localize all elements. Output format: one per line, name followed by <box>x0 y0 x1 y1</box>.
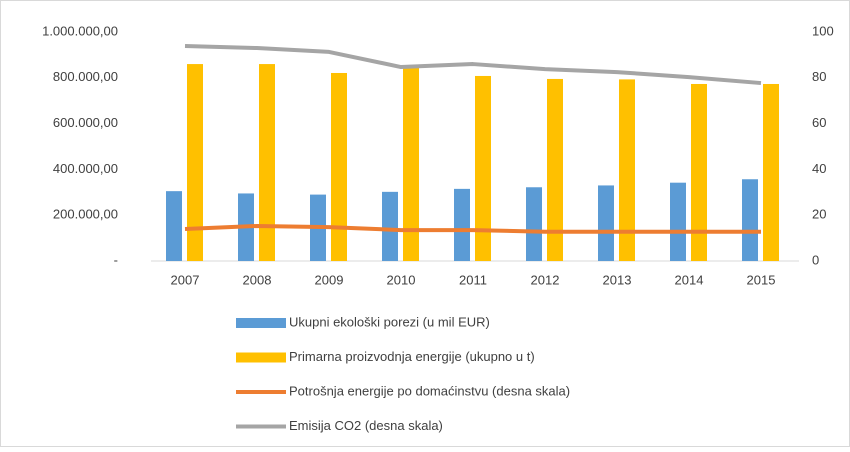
x-tick-label: 2007 <box>171 272 200 287</box>
y-tick-label: 1.000.000,00 <box>42 23 118 38</box>
bar <box>382 191 398 261</box>
bar <box>670 182 686 261</box>
x-tick-label: 2009 <box>315 272 344 287</box>
line-series <box>184 223 761 234</box>
bar <box>187 64 203 261</box>
legend-label: Potrošnja energije po domaćinstvu (desna… <box>289 383 570 398</box>
y-tick-label: 400.000,00 <box>53 161 118 176</box>
y2-tick-label: 40 <box>812 161 826 176</box>
bar <box>403 67 419 261</box>
x-tick-label: 2010 <box>387 272 416 287</box>
bar <box>331 72 347 261</box>
legend-swatch <box>236 352 286 363</box>
bar <box>259 64 275 261</box>
x-tick-label: 2008 <box>243 272 272 287</box>
y-tick-label: 600.000,00 <box>53 115 118 130</box>
bar <box>763 83 779 261</box>
bar <box>691 83 707 261</box>
legend-label: Primarna proizvodnja energije (ukupno u … <box>289 349 535 364</box>
x-tick-label: 2014 <box>675 272 704 287</box>
y-tick-label: 800.000,00 <box>53 69 118 84</box>
y-tick-label: - <box>114 252 118 267</box>
x-tick-label: 2015 <box>747 272 776 287</box>
x-tick-label: 2013 <box>603 272 632 287</box>
legend-label: Emisija CO2 (desna skala) <box>289 418 443 433</box>
bar <box>598 185 614 261</box>
line-series <box>184 43 762 86</box>
bar <box>166 191 182 261</box>
legend-swatch <box>236 318 286 328</box>
bar <box>526 187 542 261</box>
bar <box>454 188 470 261</box>
y2-tick-label: 0 <box>812 252 819 267</box>
y2-tick-label: 60 <box>812 115 826 130</box>
bar <box>475 75 491 261</box>
bar <box>619 79 635 261</box>
y2-tick-label: 20 <box>812 207 826 222</box>
x-tick-label: 2011 <box>459 272 487 287</box>
y-tick-label: 200.000,00 <box>53 207 118 222</box>
y2-tick-label: 100 <box>812 23 834 38</box>
x-tick-label: 2012 <box>531 272 560 287</box>
bar <box>742 179 758 261</box>
legend-label: Ukupni ekološki porezi (u mil EUR) <box>289 314 490 329</box>
y2-tick-label: 80 <box>812 69 826 84</box>
bar <box>547 78 563 261</box>
